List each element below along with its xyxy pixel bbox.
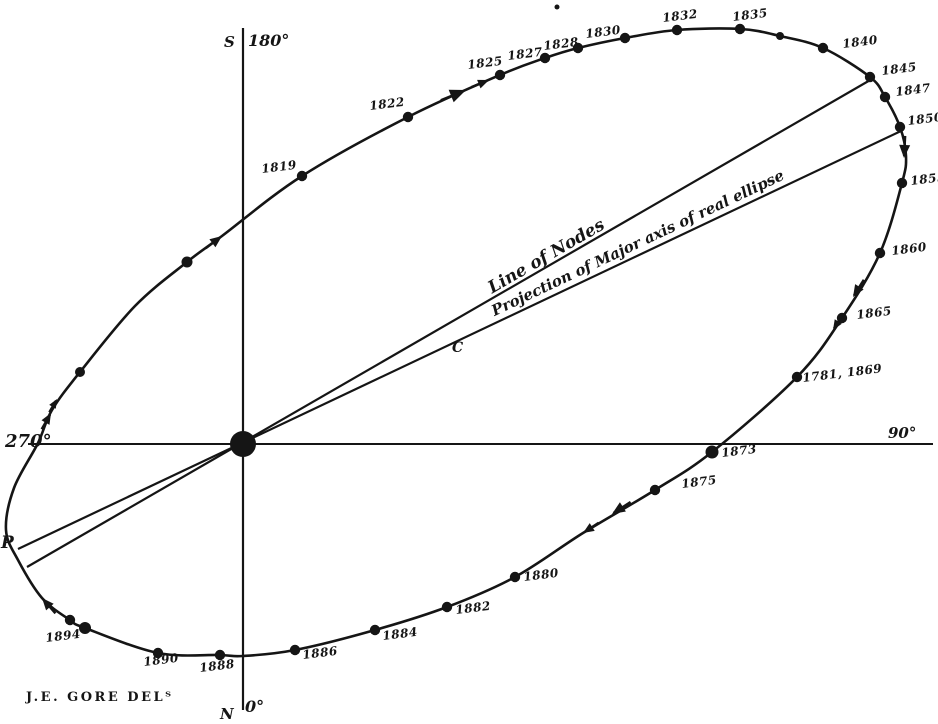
orbit-year-dot <box>791 371 803 383</box>
motion-arrow-icon <box>583 521 600 533</box>
orbit-year-label: 1835 <box>732 6 769 24</box>
orbit-year-dot <box>152 647 164 659</box>
motion-arrow-icon <box>48 399 58 413</box>
orbit-year-label: 1845 <box>881 60 918 78</box>
orbit-dot <box>181 256 193 268</box>
orbit-year-label: 1828 <box>543 35 580 53</box>
compass-south-label: S <box>224 33 235 51</box>
orbit-year-label: 1827 <box>507 45 544 63</box>
orbit-year-dot <box>509 571 521 583</box>
orbit-year-label: 1886 <box>302 644 339 662</box>
orbit-year-dot <box>289 644 301 656</box>
line-of-nodes <box>26 78 873 568</box>
orbit-year-dot <box>705 445 719 459</box>
orbit-year-label: 1830 <box>585 23 622 41</box>
orbit-year-label: 1888 <box>199 657 236 675</box>
motion-arrow-icon <box>440 89 466 103</box>
orbit-year-dot <box>539 52 551 64</box>
orbit-year-dot <box>874 247 886 259</box>
degree-270-label: 270° <box>4 431 52 452</box>
orbit-year-label: 1819 <box>261 158 298 176</box>
orbit-year-dot <box>817 42 829 54</box>
orbit-year-dot <box>896 177 908 189</box>
artist-signature: J.E. GORE DELᵀ <box>25 690 174 705</box>
orbit-year-label: 1860 <box>891 240 928 258</box>
motion-arrow-icon <box>204 236 222 250</box>
orbit-year-dot <box>619 32 631 44</box>
orbit-year-label: 1822 <box>369 95 406 113</box>
degree-90-label: 90° <box>888 424 916 442</box>
motion-arrow-icon <box>853 279 865 297</box>
motion-arrow-icon <box>471 79 489 89</box>
orbit-year-label: 1865 <box>856 304 893 322</box>
orbit-year-label: 1894 <box>45 627 82 645</box>
orbit-year-label: 1875 <box>681 473 718 491</box>
orbit-dot <box>75 367 85 377</box>
orbit-year-label: 1873 <box>721 442 758 460</box>
orbit-year-dot <box>864 71 876 83</box>
orbit-dot <box>79 622 91 634</box>
orbit-year-label: 1840 <box>842 33 879 51</box>
motion-arrow-icon <box>833 314 844 330</box>
orbit-year-dot <box>441 601 453 613</box>
orbit-year-dot <box>296 170 308 182</box>
periastron-p-label: P <box>0 533 15 553</box>
orbit-year-dot <box>64 614 76 626</box>
orbit-year-dot <box>879 91 891 103</box>
orbit-year-label: 1880 <box>523 566 560 584</box>
major-axis-projection-line <box>17 130 902 550</box>
orbit-year-dot <box>649 484 661 496</box>
orbit-year-dot <box>214 649 226 661</box>
orbit-dot <box>776 32 784 40</box>
orbit-year-dot <box>494 69 506 81</box>
orbit-year-label: 1884 <box>382 625 419 643</box>
orbit-year-dot <box>894 121 906 133</box>
orbit-year-label: 1890 <box>143 651 180 669</box>
orbit-year-dot <box>671 24 683 36</box>
orbit-year-label: 1847 <box>895 81 932 99</box>
orbit-year-label: 1832 <box>662 7 699 25</box>
motion-arrow-icon <box>42 598 57 615</box>
orbit-year-dot <box>402 111 414 123</box>
motion-arrow-icon <box>612 500 632 514</box>
orbit-year-label: 1855 <box>910 170 938 188</box>
central-star <box>230 431 256 457</box>
orbit-year-dot <box>369 624 381 636</box>
orbit-year-label: 1882 <box>455 599 492 617</box>
degree-180-label: 180° <box>248 31 289 50</box>
orbit-year-label: 1825 <box>467 54 504 72</box>
degree-0-label: 0° <box>245 697 264 716</box>
orbit-year-dot <box>572 42 584 54</box>
motion-arrow-icon <box>899 135 911 158</box>
motion-arrow-icon <box>40 413 52 430</box>
major-axis-projection-label: Projection of Major axis of real ellipse <box>488 166 787 320</box>
orbit-year-label: 1850 <box>907 110 938 128</box>
orbit-year-dot <box>734 23 746 35</box>
ellipse-center-c-label: C <box>452 340 463 356</box>
compass-north-label: N <box>219 705 235 723</box>
orbit-dot <box>554 4 560 10</box>
orbit-year-label: 1781, 1869 <box>802 361 883 385</box>
